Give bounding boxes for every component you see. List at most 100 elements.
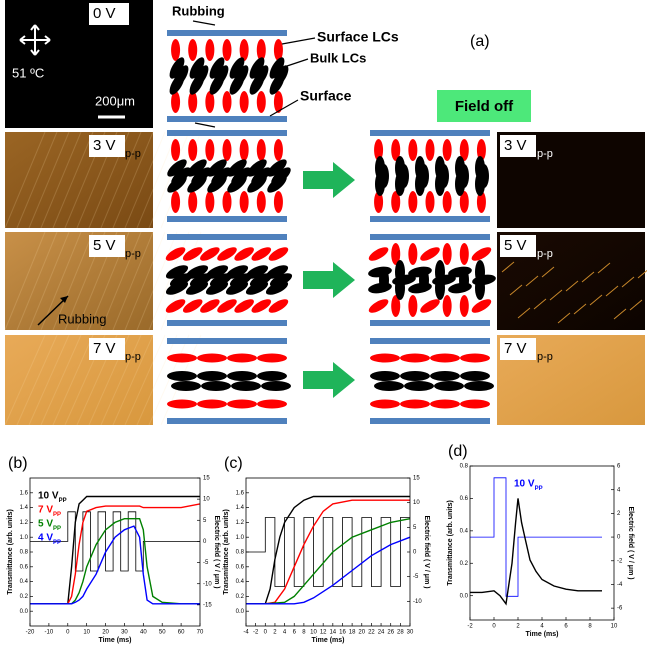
lc-molecule: [182, 299, 203, 313]
lc-molecule: [442, 191, 452, 213]
x-tick-label: -20: [26, 630, 35, 636]
y-tick-label: 0.8: [460, 464, 469, 470]
lc-molecule: [182, 247, 203, 261]
lc-molecule: [205, 39, 215, 61]
lc-molecule: [408, 243, 418, 265]
y-tick-label: 0.8: [20, 550, 29, 556]
lc-molecule: [201, 381, 231, 391]
voltage-label: 5 V: [504, 237, 527, 254]
substrate: [167, 320, 287, 326]
x-axis-title: Time (ms): [526, 631, 559, 638]
substrate: [167, 116, 287, 122]
lc-molecule: [251, 247, 272, 261]
y2-tick-label: 0: [203, 539, 207, 545]
lc-molecule: [239, 139, 249, 161]
streak: [100, 334, 142, 426]
lc-molecule: [169, 73, 185, 95]
x-tick-label: -2: [467, 624, 473, 630]
substrate: [370, 216, 490, 222]
chart: (c)-4 -2 0 2 4 6 8 10 12 14 16 18 20 22 24 26 28 300.00.2…: [223, 455, 430, 644]
lc-molecule: [475, 172, 485, 196]
diagram-label: Surface: [300, 88, 352, 104]
unit-label: p-p: [125, 248, 141, 260]
y-tick-label: 0.8: [236, 550, 245, 556]
x-tick-label: 8: [302, 630, 306, 636]
lc-molecule: [227, 353, 257, 363]
y2-tick-label: 2: [617, 511, 621, 517]
chart: (b)-20 -10 0 10 20 30 40 50 60 700.00.20.40.60.81…: [7, 455, 220, 644]
lc-molecule: [227, 371, 257, 381]
y2-axis-title: Electric field ( V / μm ): [213, 515, 220, 588]
unit-label: p-p: [537, 148, 553, 160]
streak: [136, 131, 178, 229]
x-tick-label: -10: [45, 630, 54, 636]
streak: [16, 334, 58, 426]
lc-molecule: [370, 353, 400, 363]
lc-molecule: [197, 399, 227, 409]
streak: [136, 334, 178, 426]
x-tick-label: 40: [140, 630, 147, 636]
defect: [589, 294, 603, 306]
x-tick-label: 6: [293, 630, 297, 636]
lc-molecule: [460, 371, 490, 381]
streak: [4, 131, 46, 229]
y-tick-label: 1.6: [20, 490, 29, 496]
x-tick-label: 4: [283, 630, 287, 636]
substrate: [370, 234, 490, 240]
legend-label: 7 VPP: [38, 505, 61, 518]
voltage-label: 3 V: [504, 137, 527, 154]
lc-molecule: [420, 299, 440, 313]
lc-molecule: [442, 243, 452, 265]
y2-tick-label: -6: [617, 606, 623, 612]
streak: [40, 231, 82, 331]
lc-molecule: [187, 159, 207, 177]
defect: [613, 308, 627, 320]
lc-molecule: [273, 91, 283, 113]
lc-molecule: [476, 191, 486, 213]
lc-molecule: [368, 299, 389, 313]
lc-molecule: [425, 139, 435, 161]
streak: [16, 131, 58, 229]
lc-molecule: [257, 353, 287, 363]
lc-molecule: [273, 39, 283, 61]
x-tick-label: 0: [264, 630, 268, 636]
lc-molecule: [269, 73, 285, 95]
lc-molecule: [374, 381, 404, 391]
streak: [4, 231, 46, 331]
lc-molecule: [222, 191, 232, 213]
y-axis-title: Transmittance (arb. units): [7, 509, 14, 595]
lc-molecule: [391, 295, 401, 317]
lc-molecule: [395, 172, 405, 196]
defect: [597, 262, 611, 274]
lc-molecule: [460, 399, 490, 409]
defect: [549, 289, 563, 301]
lc-molecule: [368, 282, 392, 294]
micrograph: [5, 132, 153, 228]
x-tick-label: 16: [339, 630, 346, 636]
lc-molecule: [430, 353, 460, 363]
x-tick-label: 0: [66, 630, 70, 636]
lc-molecule: [256, 139, 266, 161]
lc-molecule: [459, 139, 469, 161]
x-tick-label: 60: [178, 630, 185, 636]
x-tick-label: 10: [83, 630, 90, 636]
x-tick-label: 10: [310, 630, 317, 636]
defect: [621, 276, 635, 288]
x-tick-label: 2: [273, 630, 277, 636]
subscript: PP: [53, 526, 61, 532]
y2-tick-label: 0: [413, 550, 417, 556]
plot-frame: [245, 477, 411, 627]
green-arrow: [303, 262, 355, 298]
plot-frame: [469, 465, 615, 621]
lc-molecule: [227, 399, 257, 409]
y-axis-title: Transmittance (arb. units): [447, 500, 454, 586]
lc-molecule: [430, 399, 460, 409]
lc-molecule: [229, 73, 245, 95]
y-tick-label: 0.6: [460, 496, 469, 502]
y2-tick-label: 5: [203, 518, 207, 524]
lc-molecule: [167, 175, 187, 193]
y2-tick-label: 0: [617, 535, 621, 541]
y2-tick-label: 15: [413, 476, 420, 482]
lc-molecule: [395, 276, 405, 300]
